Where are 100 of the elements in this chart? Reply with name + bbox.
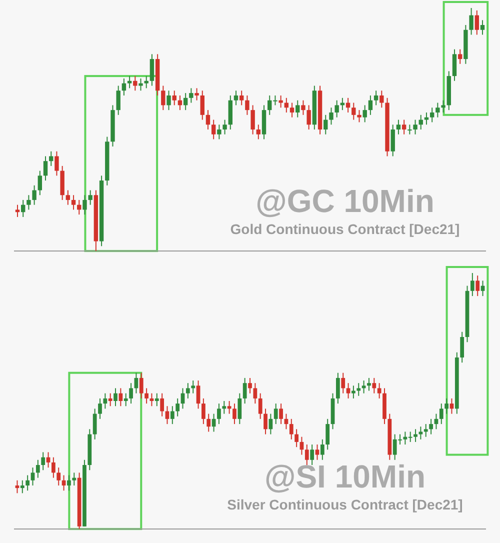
candlestick bbox=[470, 272, 474, 297]
text: @SI 10Min bbox=[264, 458, 426, 494]
candlestick bbox=[480, 20, 485, 36]
text: Silver Continuous Contract [Dec21] bbox=[227, 496, 463, 512]
candlestick bbox=[424, 424, 428, 438]
candlestick bbox=[336, 372, 340, 404]
candlestick bbox=[238, 392, 242, 425]
candlestick bbox=[41, 452, 46, 471]
candlestick bbox=[38, 170, 42, 196]
candlestick bbox=[444, 398, 448, 414]
candlestick bbox=[278, 94, 283, 108]
candlestick bbox=[436, 102, 440, 118]
candlestick bbox=[26, 194, 31, 210]
candlestick bbox=[320, 438, 324, 460]
candlestick bbox=[380, 90, 384, 108]
candlestick bbox=[301, 100, 306, 116]
candlestick bbox=[160, 392, 164, 417]
candlestick bbox=[118, 388, 123, 407]
candlestick bbox=[191, 380, 196, 394]
candlestick bbox=[56, 467, 61, 486]
candlestick bbox=[30, 467, 35, 486]
candlestick bbox=[258, 392, 262, 420]
candlestick bbox=[172, 90, 176, 106]
candlestick bbox=[429, 418, 433, 435]
candlestick bbox=[458, 48, 462, 64]
candlestick bbox=[290, 102, 294, 118]
candlestick bbox=[279, 403, 283, 425]
candlestick bbox=[441, 100, 446, 113]
candlestick bbox=[377, 382, 382, 399]
candlestick bbox=[326, 418, 330, 450]
candlestick bbox=[294, 428, 298, 448]
candlestick bbox=[52, 456, 56, 478]
candlestick bbox=[138, 78, 143, 92]
candlestick bbox=[71, 194, 76, 210]
candlestick bbox=[469, 8, 474, 36]
candlestick bbox=[154, 392, 159, 407]
candlestick bbox=[414, 428, 418, 442]
text: @GC 10Min bbox=[256, 183, 434, 219]
candlestick bbox=[362, 104, 367, 123]
candlestick bbox=[20, 480, 24, 494]
candlestick bbox=[357, 110, 362, 123]
candlestick bbox=[424, 112, 429, 126]
candlestick bbox=[200, 90, 204, 120]
candlestick bbox=[256, 124, 261, 140]
candlestick bbox=[430, 107, 434, 123]
candlestick bbox=[170, 406, 174, 425]
candlestick bbox=[476, 275, 480, 297]
candlestick bbox=[26, 474, 30, 492]
candlestick bbox=[396, 119, 401, 135]
candlestick bbox=[217, 124, 222, 140]
candlestick bbox=[402, 119, 406, 135]
candlestick bbox=[15, 204, 20, 218]
candlestick bbox=[206, 110, 210, 130]
candlestick bbox=[82, 194, 87, 216]
candlestick bbox=[232, 403, 236, 425]
candlestick bbox=[239, 90, 244, 106]
candlestick bbox=[144, 76, 148, 89]
candlestick bbox=[439, 403, 444, 425]
candlestick bbox=[161, 85, 166, 111]
candlestick bbox=[329, 107, 334, 126]
candlestick bbox=[250, 104, 255, 135]
candlestick bbox=[36, 459, 40, 478]
candlestick bbox=[356, 382, 361, 396]
candlestick bbox=[114, 388, 118, 407]
candlestick bbox=[211, 119, 216, 140]
candlestick bbox=[245, 94, 250, 116]
candlestick bbox=[372, 377, 376, 394]
candlestick bbox=[108, 392, 112, 407]
candlestick bbox=[72, 472, 76, 486]
candlestick bbox=[196, 380, 200, 410]
candlestick bbox=[334, 100, 339, 118]
candlestick bbox=[194, 88, 199, 101]
candlestick bbox=[474, 10, 479, 36]
candlestick bbox=[274, 403, 278, 425]
candlestick bbox=[189, 88, 194, 104]
candlestick bbox=[183, 92, 188, 111]
text: Gold Continuous Contract [Dec21] bbox=[230, 221, 460, 237]
candlestick bbox=[165, 406, 170, 425]
candlestick bbox=[374, 90, 378, 106]
candlestick bbox=[368, 94, 373, 116]
candlestick bbox=[32, 184, 36, 206]
candlestick bbox=[139, 372, 144, 399]
candlestick bbox=[217, 403, 221, 425]
candlestick bbox=[346, 382, 350, 399]
candlestick bbox=[264, 408, 268, 435]
candlestick bbox=[460, 331, 464, 364]
candlestick bbox=[43, 156, 48, 182]
candlestick bbox=[186, 382, 190, 399]
candlestick bbox=[324, 114, 328, 135]
candlestick bbox=[124, 392, 128, 407]
candlestick bbox=[176, 398, 180, 417]
candlestick bbox=[67, 474, 71, 492]
candlestick bbox=[116, 85, 120, 116]
candlestick bbox=[367, 377, 371, 392]
candlestick bbox=[289, 418, 294, 440]
candlestick bbox=[408, 124, 412, 135]
candlestick bbox=[352, 102, 356, 120]
candlestick bbox=[66, 190, 70, 206]
candlestick bbox=[452, 48, 457, 82]
candlestick bbox=[296, 100, 300, 118]
